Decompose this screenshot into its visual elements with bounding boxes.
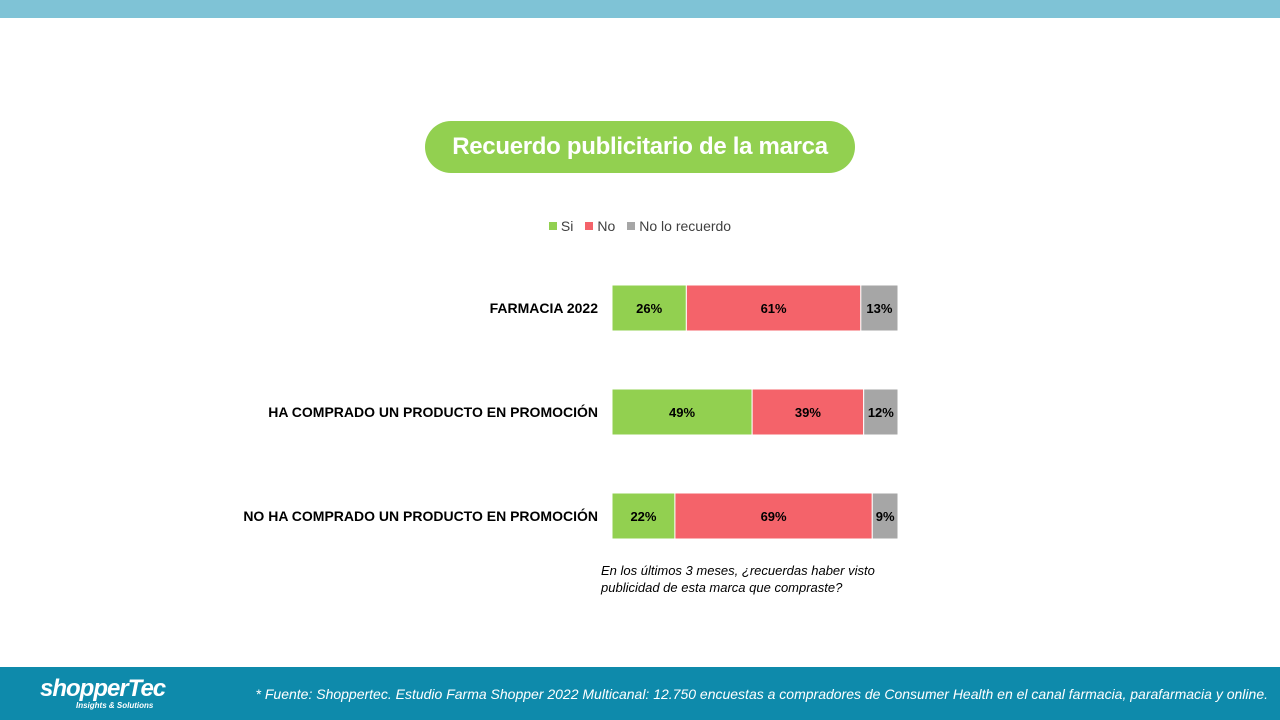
legend-item-no: No	[585, 218, 615, 234]
legend-swatch-no	[585, 222, 594, 230]
bar-si-3	[611, 492, 676, 540]
bar-si-1	[611, 284, 687, 332]
legend-swatch-no-recuerdo	[627, 222, 636, 230]
legend-swatch-si	[548, 222, 557, 230]
legend-label-no: No	[597, 218, 616, 234]
data-label-no-recuerdo-1: 13%	[866, 301, 892, 316]
top-bar	[0, 0, 1280, 18]
bar-no-recuerdo-3	[871, 492, 899, 540]
data-label-no-3: 69%	[761, 509, 787, 524]
bar-si-2	[611, 388, 753, 436]
logo-tagline: Insights & Solutions	[76, 701, 154, 710]
legend-label-no-recuerdo: No lo recuerdo	[639, 218, 732, 234]
footer-bar: shopperTec Insights & Solutions * Fuente…	[0, 667, 1280, 720]
category-label-2: HA COMPRADO UN PRODUCTO EN PROMOCIÓN	[268, 403, 598, 420]
bar-no-2	[751, 388, 865, 436]
data-label-no-1: 61%	[761, 301, 787, 316]
source-note: * Fuente: Shoppertec. Estudio Farma Shop…	[255, 686, 1268, 702]
bar-no-recuerdo-1	[860, 284, 899, 332]
data-label-si-3: 22%	[630, 509, 656, 524]
data-label-si-2: 49%	[669, 405, 695, 420]
legend-item-no-recuerdo: No lo recuerdo	[627, 218, 731, 234]
category-label-1: FARMACIA 2022	[490, 300, 599, 316]
survey-question: En los últimos 3 meses, ¿recuerdas haber…	[601, 563, 875, 595]
bar-no-recuerdo-2	[863, 388, 899, 436]
data-label-no-2: 39%	[795, 405, 821, 420]
chart-title: Recuerdo publicitario de la marca	[425, 121, 855, 173]
category-label-3: NO HA COMPRADO UN PRODUCTO EN PROMOCIÓN	[243, 507, 598, 524]
data-label-no-recuerdo-3: 9%	[876, 509, 895, 524]
data-label-si-1: 26%	[636, 301, 662, 316]
legend-label-si: Si	[560, 218, 574, 234]
bar-no-1	[685, 284, 862, 332]
shoppertec-logo: shopperTec Insights & Solutions	[40, 675, 166, 711]
bar-no-3	[674, 492, 873, 540]
logo-wordmark: shopperTec	[40, 675, 166, 702]
legend-item-si: Si	[548, 218, 574, 234]
data-label-no-recuerdo-2: 12%	[868, 405, 894, 420]
chart-legend: Si No No lo recuerdo	[0, 218, 1280, 234]
